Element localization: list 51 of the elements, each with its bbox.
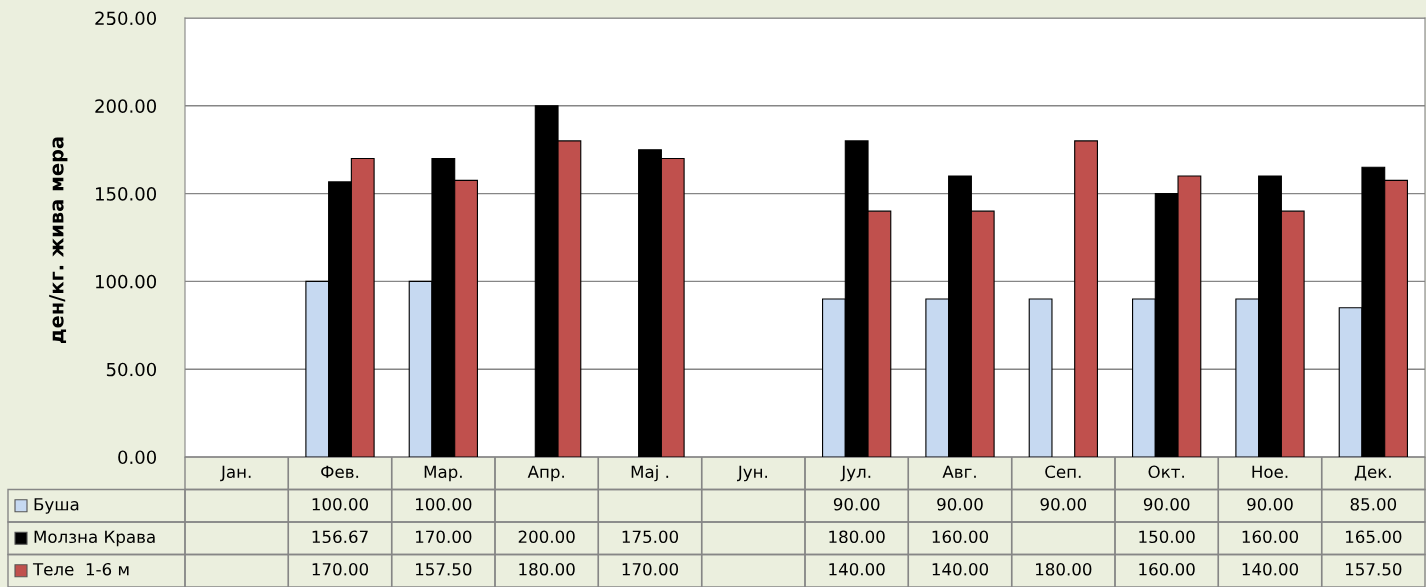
data-label: 165.00 bbox=[1346, 530, 1402, 544]
x-tick-label: Јан. bbox=[220, 465, 251, 482]
x-tick-label: Мар. bbox=[424, 465, 462, 482]
data-label: 90.00 bbox=[937, 497, 983, 511]
data-label: 160.00 bbox=[1139, 562, 1195, 576]
y-tick-label: 0.00 bbox=[118, 450, 157, 465]
x-tick-label: Ное. bbox=[1252, 465, 1288, 479]
data-label: 156.67 bbox=[312, 530, 368, 544]
y-axis-title: ден/кг. жива мера bbox=[49, 137, 68, 344]
x-tick-label: Авг. bbox=[942, 465, 976, 478]
bar bbox=[1074, 140, 1098, 457]
data-label: 90.00 bbox=[1143, 497, 1190, 511]
bar bbox=[1028, 298, 1053, 457]
data-label: 140.00 bbox=[1242, 562, 1299, 576]
data-label: 157.50 bbox=[1346, 562, 1402, 576]
data-label: 170.00 bbox=[416, 530, 472, 544]
data-label: 180.00 bbox=[829, 530, 885, 544]
data-label: 100.00 bbox=[312, 497, 369, 511]
y-tick-label: 100.00 bbox=[96, 274, 157, 289]
x-tick-label: Фев. bbox=[321, 465, 359, 479]
legend-label: Молзна Крава bbox=[34, 530, 155, 547]
x-tick-label: Јул. bbox=[840, 465, 871, 482]
legend-label: Буша bbox=[34, 498, 79, 514]
data-label: 160.00 bbox=[932, 530, 989, 544]
data-label: 140.00 bbox=[829, 562, 885, 576]
data-label: 170.00 bbox=[312, 562, 369, 576]
data-label: 90.00 bbox=[1247, 497, 1293, 511]
y-tick-label: 150.00 bbox=[96, 187, 157, 201]
data-label: 90.00 bbox=[1040, 497, 1087, 511]
y-tick-label: 50.00 bbox=[106, 362, 157, 377]
data-label: 170.00 bbox=[622, 562, 679, 576]
x-tick-label: Јун. bbox=[736, 465, 768, 482]
x-tick-label: Окт. bbox=[1148, 465, 1184, 479]
data-label: 180.00 bbox=[519, 562, 575, 576]
x-tick-label: Мај . bbox=[631, 465, 669, 482]
y-tick-label: 250.00 bbox=[95, 11, 157, 26]
x-tick-label: Апр. bbox=[527, 465, 564, 482]
data-label: 140.00 bbox=[932, 562, 989, 576]
data-label: 160.00 bbox=[1242, 530, 1299, 544]
data-label: 175.00 bbox=[622, 530, 679, 544]
x-tick-label: Сеп. bbox=[1045, 465, 1081, 479]
data-label: 85.00 bbox=[1350, 497, 1397, 511]
data-label: 100.00 bbox=[416, 497, 472, 511]
legend-label: Теле 1-6 м bbox=[32, 562, 129, 576]
data-label: 150.00 bbox=[1139, 530, 1195, 544]
data-label: 200.00 bbox=[518, 530, 575, 544]
data-label: 157.50 bbox=[416, 562, 472, 576]
y-tick-label: 200.00 bbox=[95, 99, 157, 113]
data-label: 180.00 bbox=[1036, 562, 1092, 576]
data-label: 90.00 bbox=[833, 497, 880, 511]
x-tick-label: Дек. bbox=[1354, 465, 1391, 481]
